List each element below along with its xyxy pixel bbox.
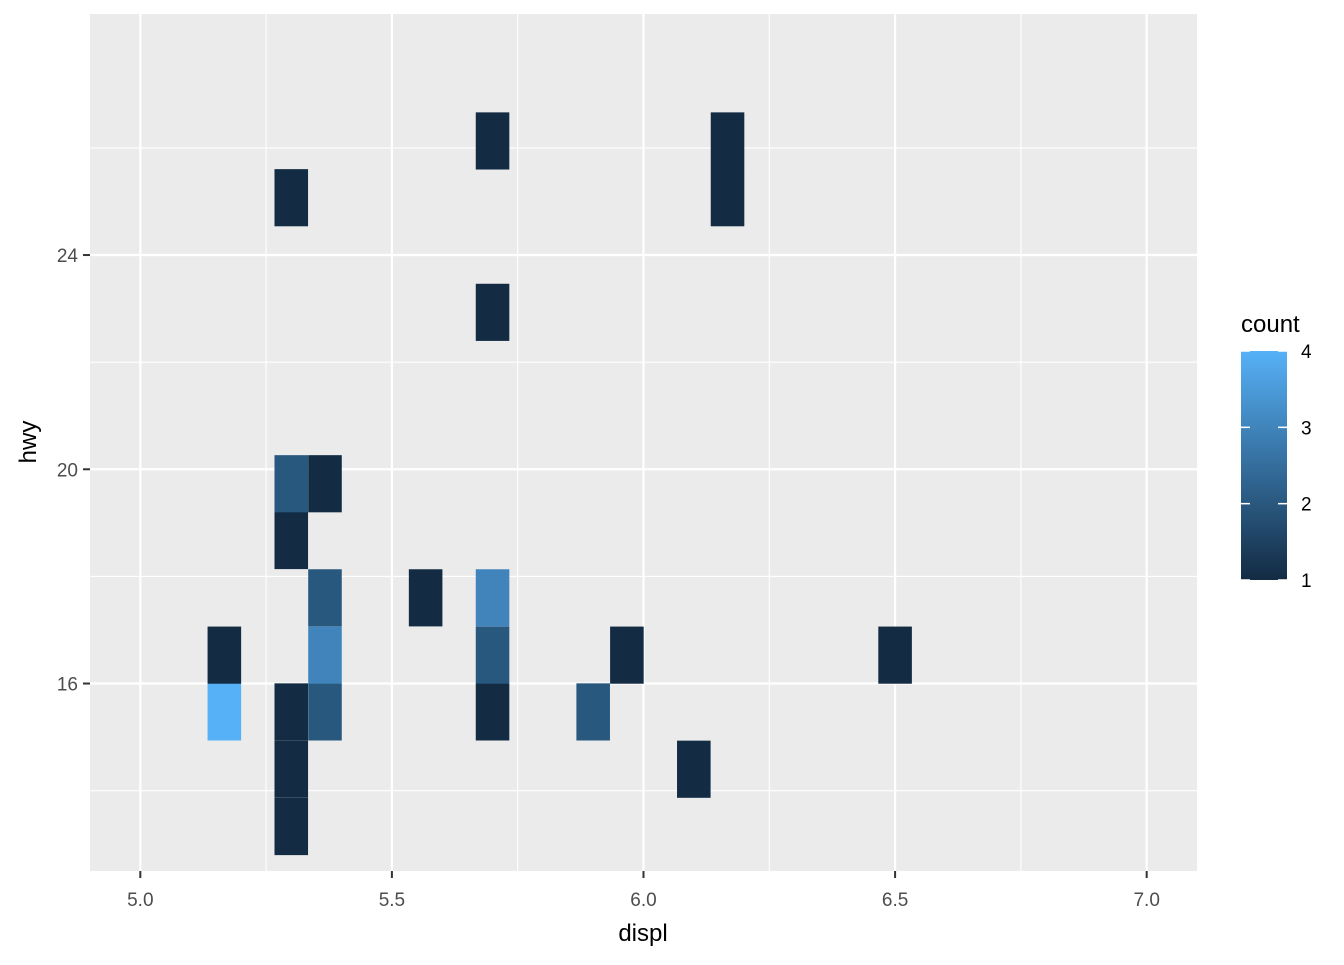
heatmap-tile xyxy=(677,740,711,798)
heatmap-tile xyxy=(274,511,309,570)
y-tick-label: 16 xyxy=(57,675,78,696)
x-axis: 5.0 5.5 6.0 6.5 7.0 xyxy=(127,871,1160,911)
heatmap-tile xyxy=(475,626,510,684)
heatmap-tile xyxy=(878,626,912,684)
heatmap-tile xyxy=(308,455,342,513)
x-tick-label: 6.5 xyxy=(882,890,908,911)
y-axis: 16 20 24 xyxy=(57,246,90,696)
heatmap-tile xyxy=(207,683,242,741)
legend-ticks: 1 2 3 4 xyxy=(1241,342,1312,592)
heatmap-tile xyxy=(710,112,745,170)
heatmap-tile xyxy=(475,569,510,627)
heatmap-tile xyxy=(308,626,342,684)
heatmap-tile xyxy=(610,626,644,684)
legend-break-label: 4 xyxy=(1301,342,1312,363)
heatmap-tile xyxy=(207,626,242,684)
heatmap-tile xyxy=(274,797,309,856)
heatmap-tile xyxy=(274,740,309,798)
heatmap-tile xyxy=(475,283,510,341)
heatmap-tile xyxy=(475,683,510,741)
heatmap-tile xyxy=(274,455,309,513)
heatmap-tile xyxy=(576,683,610,741)
legend-break-label: 3 xyxy=(1301,418,1312,439)
heatmap-tile xyxy=(308,683,342,741)
x-tick-label: 5.5 xyxy=(379,890,405,911)
y-tick-label: 24 xyxy=(57,246,79,267)
heatmap-tile xyxy=(308,569,342,627)
x-tick-label: 6.0 xyxy=(630,890,656,911)
x-tick-label: 5.0 xyxy=(127,890,153,911)
heatmap-tile xyxy=(475,112,510,170)
tiles xyxy=(207,112,912,856)
legend-title: count xyxy=(1241,311,1300,338)
y-tick-label: 20 xyxy=(57,460,78,481)
x-tick-label: 7.0 xyxy=(1133,890,1159,911)
x-axis-title: displ xyxy=(618,920,667,947)
heatmap-tile xyxy=(408,569,443,627)
y-axis-title: hwy xyxy=(15,421,42,464)
heatmap-tile xyxy=(710,169,745,227)
legend-break-label: 2 xyxy=(1301,495,1312,516)
heatmap-tile xyxy=(274,169,309,227)
heatmap-tile xyxy=(274,683,309,741)
legend-colorbar xyxy=(1241,351,1287,580)
legend-break-label: 1 xyxy=(1301,571,1312,592)
legend: count 1 2 3 4 xyxy=(1241,311,1312,592)
